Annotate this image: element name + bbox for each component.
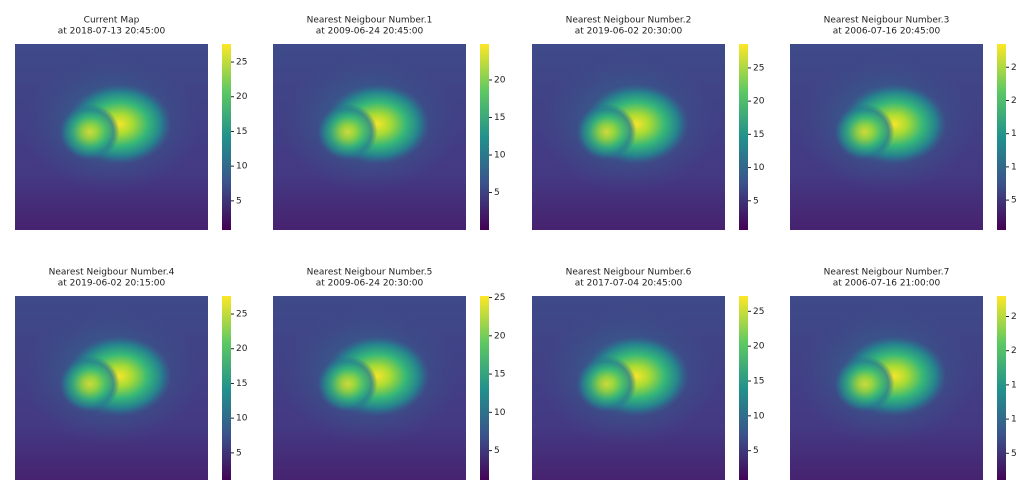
colorbar-tick-label: 5	[1011, 449, 1016, 459]
colorbar-tick-label: 5	[753, 446, 759, 456]
colorbar-tick-label: 10	[1011, 162, 1016, 172]
colorbar-tick-label: 5	[753, 196, 759, 206]
colorbar	[739, 296, 748, 482]
colorbar-tick-label: 10	[753, 411, 765, 421]
colorbar	[997, 296, 1006, 482]
colorbar-tick-label: 25	[494, 293, 505, 303]
colorbar-tick-label: 20	[753, 97, 765, 107]
heatmap-blob	[576, 356, 637, 412]
panel-subtitle: at 2009-06-24 20:45:00	[316, 27, 424, 37]
colorbar	[480, 44, 489, 230]
colorbar-tick-label: 25	[753, 63, 764, 73]
panel-title: Nearest Neigbour Number.4	[49, 268, 175, 278]
panel-title: Nearest Neigbour Number.2	[566, 16, 692, 26]
colorbar-tick-label: 10	[236, 414, 248, 424]
panel-subtitle: at 2019-06-02 20:15:00	[58, 279, 166, 289]
colorbar-tick-label: 10	[753, 163, 765, 173]
heatmap-blob	[576, 104, 637, 160]
colorbar-tick-label: 20	[236, 92, 248, 102]
colorbar	[222, 44, 231, 230]
colorbar-tick-label: 15	[1011, 129, 1016, 139]
colorbar-tick-label: 20	[494, 331, 506, 341]
colorbar	[222, 296, 231, 482]
colorbar-tick-label: 5	[236, 448, 242, 458]
colorbar-tick-label: 5	[494, 188, 500, 198]
colorbar-tick-label: 15	[236, 379, 247, 389]
colorbar-tick-label: 10	[494, 408, 506, 418]
colorbar-tick-label: 5	[494, 446, 500, 456]
colorbar-tick-label: 20	[1011, 346, 1016, 356]
heatmap-blob	[59, 356, 120, 412]
panel-title: Nearest Neigbour Number.7	[824, 268, 950, 278]
colorbar-tick-label: 15	[494, 113, 505, 123]
colorbar-tick-label: 20	[753, 342, 765, 352]
colorbar-tick-label: 20	[236, 344, 248, 354]
colorbar-tick-label: 15	[753, 376, 764, 386]
colorbar-tick-label: 15	[494, 370, 505, 380]
heatmap-blob	[834, 104, 895, 160]
colorbar-tick-label: 10	[494, 151, 506, 161]
colorbar-tick-label: 15	[1011, 380, 1016, 390]
panel-title: Nearest Neigbour Number.6	[566, 268, 692, 278]
heatmap-blob	[317, 356, 378, 412]
colorbar-tick-label: 20	[1011, 96, 1016, 106]
panel-title: Nearest Neigbour Number.1	[307, 16, 433, 26]
colorbar	[739, 44, 748, 230]
colorbar-tick-label: 5	[1011, 196, 1016, 206]
panel-title: Current Map	[84, 16, 140, 26]
heatmap-blob	[834, 356, 895, 412]
colorbar-tick-label: 20	[494, 76, 506, 86]
colorbar-tick-label: 10	[1011, 415, 1016, 425]
panel-subtitle: at 2017-07-04 20:45:00	[575, 279, 683, 289]
colorbar-tick-label: 25	[236, 310, 247, 320]
panel-subtitle: at 2019-06-02 20:30:00	[575, 27, 683, 37]
colorbar	[480, 296, 489, 482]
panel-subtitle: at 2009-06-24 20:30:00	[316, 279, 424, 289]
colorbar-tick-label: 5	[236, 196, 242, 206]
colorbar	[997, 44, 1006, 230]
panel-subtitle: at 2006-07-16 20:45:00	[833, 27, 941, 37]
colorbar-tick-label: 25	[1011, 312, 1016, 322]
colorbar-tick-label: 15	[753, 130, 764, 140]
colorbar-tick-label: 25	[236, 58, 247, 68]
heatmap-blob	[59, 104, 120, 160]
panel-subtitle: at 2018-07-13 20:45:00	[58, 27, 166, 37]
colorbar-tick-label: 25	[753, 307, 764, 317]
heatmap-blob	[317, 104, 378, 160]
panel-subtitle: at 2006-07-16 21:00:00	[833, 279, 941, 289]
panel-title: Nearest Neigbour Number.5	[307, 268, 433, 278]
colorbar-tick-label: 10	[236, 162, 248, 172]
panel-title: Nearest Neigbour Number.3	[824, 16, 950, 26]
colorbar-tick-label: 15	[236, 127, 247, 137]
colorbar-tick-label: 25	[1011, 63, 1016, 73]
